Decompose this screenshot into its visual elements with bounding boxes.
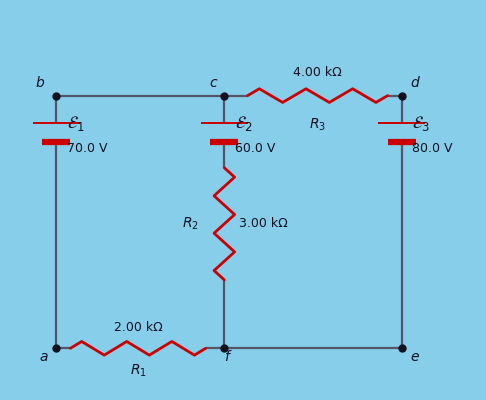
Text: d: d xyxy=(410,76,419,90)
Text: $\boldsymbol{\mathcal{E}}_1$: $\boldsymbol{\mathcal{E}}_1$ xyxy=(67,114,85,133)
Text: $R_1$: $R_1$ xyxy=(130,363,146,379)
Text: $R_3$: $R_3$ xyxy=(309,116,326,133)
Text: 80.0 V: 80.0 V xyxy=(412,142,452,155)
Text: e: e xyxy=(411,350,419,364)
Text: $\boldsymbol{\mathcal{E}}_2$: $\boldsymbol{\mathcal{E}}_2$ xyxy=(235,114,252,133)
Text: 3.00 kΩ: 3.00 kΩ xyxy=(239,217,288,230)
Text: c: c xyxy=(209,76,216,90)
Text: 60.0 V: 60.0 V xyxy=(235,142,275,155)
Text: 70.0 V: 70.0 V xyxy=(67,142,107,155)
Text: 2.00 kΩ: 2.00 kΩ xyxy=(114,321,162,334)
Text: f: f xyxy=(224,350,228,364)
Text: $R_2$: $R_2$ xyxy=(182,216,199,232)
Text: b: b xyxy=(35,76,44,90)
Text: a: a xyxy=(39,350,48,364)
Text: $\boldsymbol{\mathcal{E}}_3$: $\boldsymbol{\mathcal{E}}_3$ xyxy=(412,114,430,133)
Text: 4.00 kΩ: 4.00 kΩ xyxy=(293,66,342,78)
